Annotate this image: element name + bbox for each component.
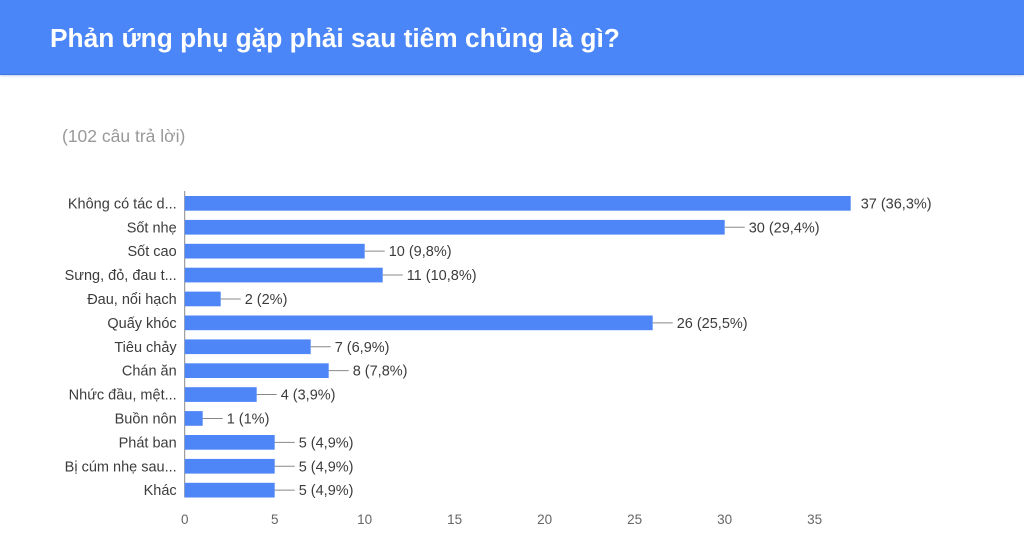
svg-text:25: 25 xyxy=(627,512,642,527)
svg-text:Bị cúm nhẹ sau...: Bị cúm nhẹ sau... xyxy=(65,459,177,475)
svg-text:26 (25,5%): 26 (25,5%) xyxy=(677,316,748,332)
svg-text:Khác: Khác xyxy=(144,483,177,499)
svg-text:Phát ban: Phát ban xyxy=(119,435,177,451)
svg-text:30: 30 xyxy=(717,512,732,527)
svg-text:Quấy khóc: Quấy khóc xyxy=(107,316,176,332)
svg-text:4 (3,9%): 4 (3,9%) xyxy=(281,388,336,404)
svg-text:5 (4,9%): 5 (4,9%) xyxy=(299,483,354,499)
svg-text:0: 0 xyxy=(181,512,189,527)
svg-text:11 (10,8%): 11 (10,8%) xyxy=(407,268,477,284)
svg-text:Sốt cao: Sốt cao xyxy=(128,244,177,260)
svg-text:10: 10 xyxy=(357,512,372,527)
svg-text:30 (29,4%): 30 (29,4%) xyxy=(749,220,820,236)
svg-text:35: 35 xyxy=(807,512,822,527)
svg-text:Chán ăn: Chán ăn xyxy=(122,364,177,380)
svg-text:20: 20 xyxy=(537,512,552,527)
svg-text:5: 5 xyxy=(271,512,279,527)
svg-text:Tiêu chảy: Tiêu chảy xyxy=(114,340,177,356)
svg-text:2 (2%): 2 (2%) xyxy=(245,292,288,308)
svg-text:5 (4,9%): 5 (4,9%) xyxy=(299,435,354,451)
svg-text:Không có tác d...: Không có tác d... xyxy=(68,196,177,212)
svg-text:8 (7,8%): 8 (7,8%) xyxy=(353,364,408,380)
svg-text:37 (36,3%): 37 (36,3%) xyxy=(861,196,932,212)
svg-text:Sốt nhẹ: Sốt nhẹ xyxy=(127,220,177,236)
svg-text:Buồn nôn: Buồn nôn xyxy=(115,411,177,427)
svg-text:10 (9,8%): 10 (9,8%) xyxy=(389,244,452,260)
svg-text:5 (4,9%): 5 (4,9%) xyxy=(299,459,354,475)
svg-text:Đau, nổi hạch: Đau, nổi hạch xyxy=(87,292,176,308)
svg-text:Nhức đầu, mệt...: Nhức đầu, mệt... xyxy=(69,388,177,404)
svg-text:15: 15 xyxy=(447,512,462,527)
svg-text:1 (1%): 1 (1%) xyxy=(227,411,270,427)
svg-text:Sưng, đỏ, đau t...: Sưng, đỏ, đau t... xyxy=(65,268,177,284)
svg-text:7 (6,9%): 7 (6,9%) xyxy=(335,340,390,356)
